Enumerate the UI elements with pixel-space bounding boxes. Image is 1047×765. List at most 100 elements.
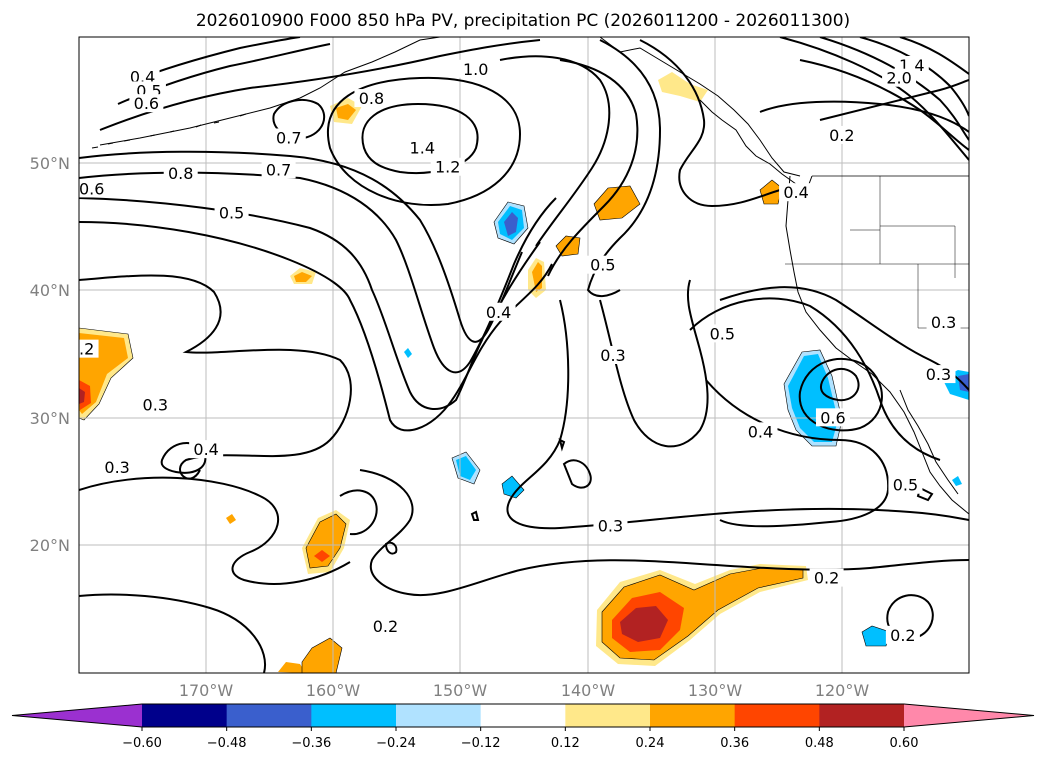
lat-axis-labels: 50°N 40°N 30°N 20°N (30, 154, 70, 555)
colorbar-segment (819, 704, 905, 727)
pv-contour (499, 55, 611, 247)
pv-contour-label: 0.2 (373, 617, 398, 636)
pv-contour-label-bg (368, 616, 403, 635)
pv-contour-label-bg (888, 475, 923, 494)
pv-contour (689, 297, 941, 461)
lon-axis-labels: 170°W 160°W 150°W 140°W 130°W 120°W (179, 681, 870, 700)
pv-contour-label-bg (79, 179, 109, 198)
colorbar-tick-label: −0.48 (207, 736, 247, 751)
pv-contour-label: 0.3 (926, 365, 951, 384)
pv-contour-label-bg (100, 457, 135, 476)
pv-contour (820, 367, 860, 402)
pv-contour-label: 0.8 (168, 164, 193, 183)
precip-positive-area (532, 262, 542, 292)
precip-positive-area (294, 272, 312, 282)
pv-contour (384, 541, 398, 555)
alaska-peninsula-coast (99, 37, 441, 146)
pv-contour-label-bg (163, 164, 198, 183)
pv-contour (547, 59, 639, 277)
pv-contour (160, 442, 207, 474)
colorbar-segment (311, 704, 397, 727)
pv-contour (586, 39, 662, 297)
pv-contour-label: 0.5 (219, 204, 244, 223)
pv-contour (79, 476, 351, 585)
precip-positive-area (79, 388, 85, 404)
pv-contour-label: 0.4 (783, 183, 808, 202)
colorbar-tick-label: 0.12 (551, 736, 580, 751)
colorbar-tick-label: 0.60 (890, 736, 919, 751)
pv-contour-label: 0.6 (134, 94, 159, 113)
pv-contour-label-bg (354, 89, 389, 108)
pv-contour (639, 39, 781, 208)
baja-california-coast (899, 389, 959, 495)
pv-contour-label: 2.0 (886, 69, 911, 88)
pv-contour-label-bg (779, 183, 814, 202)
pv-contour (599, 279, 709, 448)
precip-negative-area (404, 348, 412, 358)
pv-contour-label: 0.2 (890, 626, 915, 645)
pv-contour-label-bg (596, 346, 630, 364)
colorbar-extend-min (12, 704, 142, 727)
colorbar-segment (565, 704, 651, 727)
gridlines (79, 37, 969, 673)
pv-contour-label: 0.2 (814, 569, 839, 588)
pv-contour-label: 0.2 (829, 126, 854, 145)
pv-contour-label-bg (458, 59, 493, 78)
pv-contour-label-bg (809, 568, 844, 587)
pv-contour (759, 100, 969, 133)
precip-positive-area (314, 550, 330, 562)
pv-contour-label: 0.5 (710, 324, 735, 343)
precip-positive-area (620, 606, 668, 642)
pv-contour (899, 37, 969, 75)
pv-contour-label: 0.6 (79, 179, 104, 198)
pv-contour-label: 1.2 (435, 158, 460, 177)
colorbar-segment (650, 704, 736, 727)
pv-contour-label-bg (405, 138, 440, 157)
colorbar-tick-labels: −0.60 −0.48 −0.36 −0.24 −0.12 0.12 0.24 0.36 0.4… (122, 727, 918, 751)
pv-contour (99, 39, 541, 131)
pv-contour-labels: 0.40.50.6 0.80.70.70.80.60.51.01.41.21.42… (79, 55, 961, 645)
pv-contour (79, 150, 523, 343)
pv-contour-label: 0.6 (820, 408, 845, 427)
pv-contour (79, 593, 266, 673)
pv-contour (339, 489, 378, 536)
pv-contour-label: 0.7 (276, 128, 301, 147)
lon-label-130w: 130°W (688, 681, 743, 700)
pv-contour (79, 221, 553, 432)
pv-contour-label-bg (926, 312, 961, 331)
lat-label-20n: 20°N (30, 536, 70, 555)
colorbar-tick-label: −0.60 (122, 736, 162, 751)
pv-contour-label: 0.3 (931, 313, 956, 332)
pv-contour (558, 438, 566, 452)
precip-negative-area (501, 475, 525, 499)
pv-contour (859, 37, 969, 117)
pv-contour-label-bg (271, 128, 306, 147)
lat-label-40n: 40°N (30, 281, 70, 300)
pv-contour-label-bg (481, 302, 516, 321)
pv-contour-label-bg (261, 160, 296, 179)
pv-contour-label: 1.0 (463, 60, 488, 79)
aleutian-islands (91, 113, 247, 149)
lon-label-120w: 120°W (815, 681, 870, 700)
colorbar-tick-label: 0.48 (805, 736, 834, 751)
state-borders (785, 176, 969, 329)
colorbar-segment (734, 704, 820, 727)
pv-contour-label-bg (214, 203, 249, 222)
pv-contour-label: 1.4 (410, 139, 435, 158)
pv-contour-label: 0.4 (486, 303, 511, 322)
pv-contour (361, 102, 479, 174)
colorbar-segment (142, 704, 228, 727)
pv-contour-label: 0.3 (143, 396, 168, 415)
pv-contour-label: 0.5 (893, 476, 918, 495)
pv-contour-label-bg (129, 94, 164, 113)
lat-label-30n: 30°N (30, 409, 70, 428)
colorbar-tick-label: −0.12 (461, 736, 501, 751)
colorbar-tick-label: 0.24 (636, 736, 665, 751)
pv-contour-label-bg (815, 408, 850, 427)
colorbar (11, 703, 1035, 728)
pv-contour-label-bg (125, 67, 160, 86)
pv-contour-label-bg (882, 68, 917, 87)
colorbar-tick-label: −0.36 (291, 736, 331, 751)
precip-negative-area (456, 456, 476, 480)
